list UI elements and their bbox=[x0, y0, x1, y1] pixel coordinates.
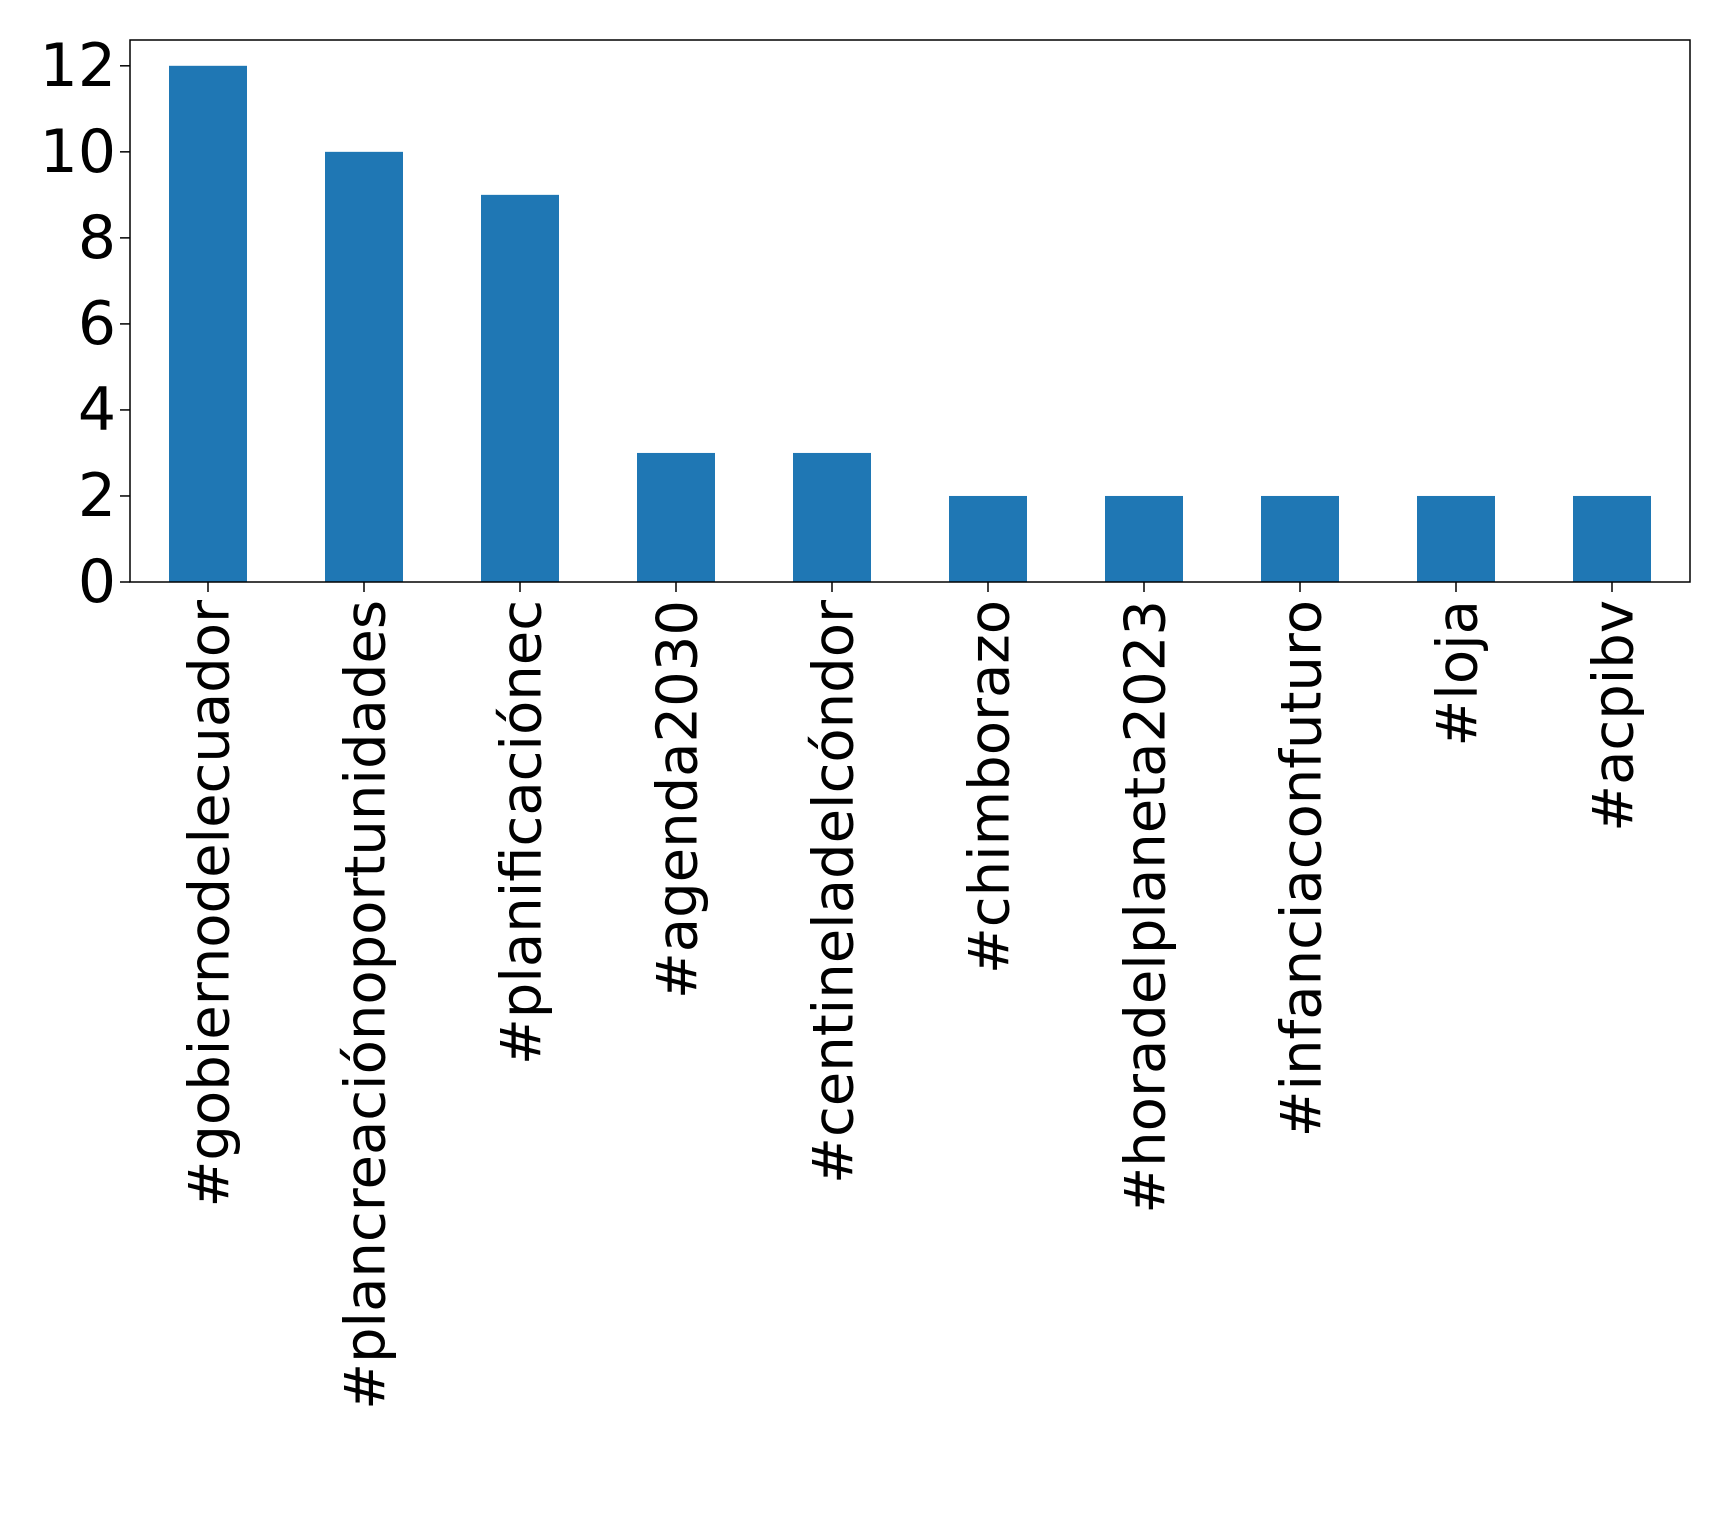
x-tick-label-0: #gobiernodelecuador bbox=[178, 599, 243, 1208]
y-tick-label-5: 10 bbox=[40, 117, 116, 187]
x-tick-label-8: #loja bbox=[1426, 600, 1491, 747]
x-tick-label-5: #chimborazo bbox=[958, 600, 1023, 974]
bar-5 bbox=[949, 495, 1027, 582]
y-tick-label-6: 12 bbox=[40, 31, 116, 101]
x-tick-label-3: #agenda2030 bbox=[646, 600, 711, 999]
y-axis: 0 2 4 6 8 10 12 bbox=[40, 31, 130, 617]
bar-7 bbox=[1261, 495, 1339, 582]
x-tick-label-6: #horadelplaneta2023 bbox=[1114, 600, 1179, 1214]
x-tick-label-4: #centineladelcóndor bbox=[802, 599, 867, 1184]
y-tick-label-4: 8 bbox=[78, 203, 116, 273]
bar-2 bbox=[481, 194, 559, 582]
y-tick-label-3: 6 bbox=[78, 289, 116, 359]
bars-group bbox=[169, 65, 1651, 583]
y-tick-label-2: 4 bbox=[78, 375, 116, 445]
x-tick-label-1: #plancreaciónoportunidades bbox=[334, 600, 399, 1410]
bar-9 bbox=[1573, 495, 1651, 582]
y-tick-label-1: 2 bbox=[78, 461, 116, 531]
plot-frame bbox=[129, 39, 1691, 583]
bar-3 bbox=[637, 452, 715, 582]
x-tick-label-2: #planificaciónec bbox=[490, 600, 555, 1065]
y-tick-label-0: 0 bbox=[78, 547, 116, 617]
x-tick-label-7: #infanciaconfuturo bbox=[1270, 600, 1335, 1137]
x-tick-label-9: #acpibv bbox=[1582, 600, 1647, 832]
bar-1 bbox=[325, 151, 403, 583]
bar-0 bbox=[169, 65, 247, 583]
bar-8 bbox=[1417, 495, 1495, 582]
bar-6 bbox=[1105, 495, 1183, 582]
x-axis: #gobiernodelecuador #plancreaciónoportuni… bbox=[178, 582, 1647, 1410]
bar-4 bbox=[793, 452, 871, 582]
